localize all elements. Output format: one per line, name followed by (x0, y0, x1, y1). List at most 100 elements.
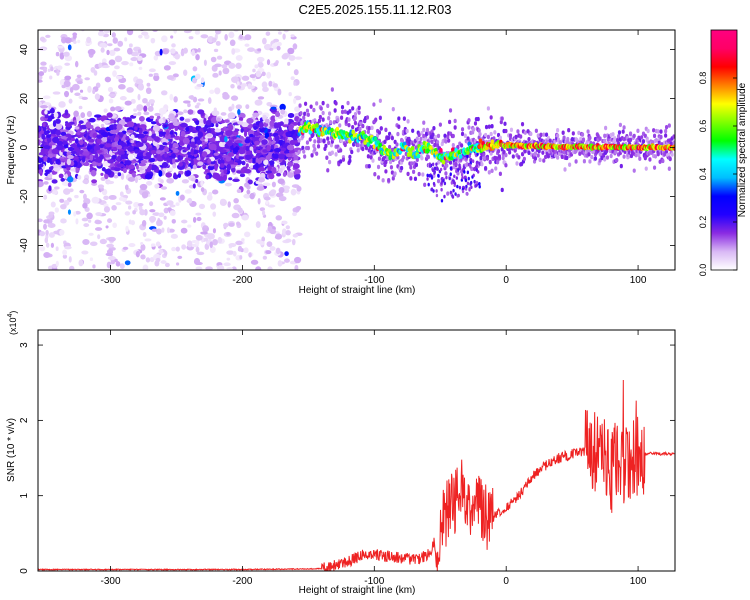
spectrogram-cell (264, 197, 271, 201)
spectrogram-cell (636, 129, 639, 133)
spectrogram-cell (62, 250, 67, 256)
spectrogram-cell (91, 179, 97, 183)
spectrogram-cell (452, 134, 455, 138)
snr-y-scale-label: (x104) (7, 311, 18, 335)
spectrogram-cell (82, 97, 88, 100)
spectrogram-cell (90, 125, 94, 129)
spectrogram-cell (657, 152, 660, 156)
y-tick-label: 2 (19, 417, 30, 423)
spectrogram-cell (268, 204, 276, 207)
spectrogram-cell (456, 194, 458, 198)
spectrogram-cell (443, 134, 446, 138)
spectrogram-cell (244, 34, 251, 40)
spectrogram-cell (95, 153, 98, 159)
spectrogram-cell (490, 124, 493, 128)
spectrogram-cell (361, 124, 364, 128)
spectrogram-cell (295, 207, 300, 212)
spectrogram-cell (240, 174, 245, 178)
spectrogram-cell (136, 164, 139, 169)
spectrogram-cell (462, 190, 464, 194)
spectrogram-cell (454, 162, 457, 166)
spectrogram-cell (92, 89, 95, 94)
spectrogram-cell (351, 130, 355, 135)
spectrogram-cell (310, 104, 313, 108)
spectrogram-cell (44, 156, 48, 162)
spectrogram-cell (43, 219, 50, 223)
spectrogram-cell (56, 52, 60, 56)
y-tick-label: 1 (19, 492, 30, 498)
spectrogram-cell (104, 206, 110, 212)
spectrogram-cell (97, 234, 100, 239)
spectrogram-cell (233, 27, 239, 32)
spectrogram-cell (529, 132, 532, 136)
spectrogram-cell (271, 107, 277, 110)
spectrogram-cell (394, 171, 397, 175)
spectrogram-cell (318, 119, 321, 123)
spectrogram-cell (538, 158, 541, 162)
spectrogram-cell (266, 200, 269, 205)
spectrogram-cell (664, 133, 667, 137)
spectrogram-cell (418, 133, 421, 137)
spectrogram-cell (437, 134, 440, 138)
spectrogram-cell (241, 161, 245, 166)
spectrogram-cell (443, 195, 445, 199)
spectrogram-cell (261, 139, 268, 145)
spectrogram-cell (339, 159, 342, 163)
spectrogram-cell (245, 139, 251, 144)
spectrogram-cell (281, 221, 287, 225)
spectrogram-cells (35, 22, 677, 273)
spectrogram-cell (126, 87, 134, 93)
spectrogram-cell (454, 125, 457, 129)
spectrogram-cell (200, 180, 203, 186)
spectrogram-cell (112, 32, 116, 38)
colorbar-tick-label: 0.4 (698, 168, 708, 181)
spectrogram-cell (68, 147, 75, 151)
spectrogram-cell (354, 112, 357, 116)
spectrogram-cell (91, 67, 96, 73)
spectrogram-cell (341, 110, 344, 114)
spectrogram-cell (563, 167, 566, 171)
spectrogram-cell (58, 101, 65, 108)
spectrogram-cell (169, 94, 173, 101)
spectrogram-cell (45, 237, 49, 243)
spectrogram-cell (182, 179, 189, 183)
spectrogram-cell (326, 104, 329, 108)
spectrogram-cell (477, 170, 479, 174)
colorbar-gradient (711, 30, 737, 270)
spectrogram-cell (488, 124, 491, 128)
spectrogram-cell (248, 252, 251, 257)
spectrogram-cell (69, 99, 73, 104)
spectrogram-cell (52, 179, 58, 183)
spectrogram-cell (92, 264, 95, 268)
spectrogram-cell (49, 232, 55, 238)
spectrogram-cell (42, 149, 45, 155)
spectrogram-cell (307, 146, 310, 150)
spectrogram-cell (143, 156, 151, 160)
spectrogram-cell (334, 101, 337, 105)
spectrogram-cell (175, 126, 178, 131)
y-tick-label: -40 (19, 238, 30, 253)
spectrogram-cell (454, 119, 457, 123)
spectrogram-cell (396, 132, 399, 136)
spectrogram-cell (187, 240, 193, 247)
spectrogram-cell (137, 112, 141, 116)
snr-x-ticks: -300 -200 -100 0 100 (101, 330, 647, 587)
spectrogram-cell (629, 138, 632, 142)
spectrogram-cell (219, 149, 227, 152)
spectrogram-cell (190, 23, 196, 30)
spectrogram-cell (136, 156, 143, 159)
spectrogram-cell (390, 165, 393, 169)
spectrogram-cell (125, 101, 132, 106)
spectrogram-cell (54, 112, 59, 118)
spectrogram-cell (197, 217, 202, 221)
spectrogram-cell (154, 184, 159, 189)
spectrogram-cell (109, 59, 116, 65)
spectrogram-cell (38, 71, 44, 76)
spectrogram-cell (108, 94, 116, 97)
spectrogram-cell (209, 144, 217, 151)
spectrogram-cell (566, 140, 569, 144)
spectrogram-cell (341, 105, 344, 109)
spectrogram-cell (409, 176, 412, 180)
spectrogram-cell (286, 153, 293, 157)
spectrogram-cell (121, 61, 129, 65)
